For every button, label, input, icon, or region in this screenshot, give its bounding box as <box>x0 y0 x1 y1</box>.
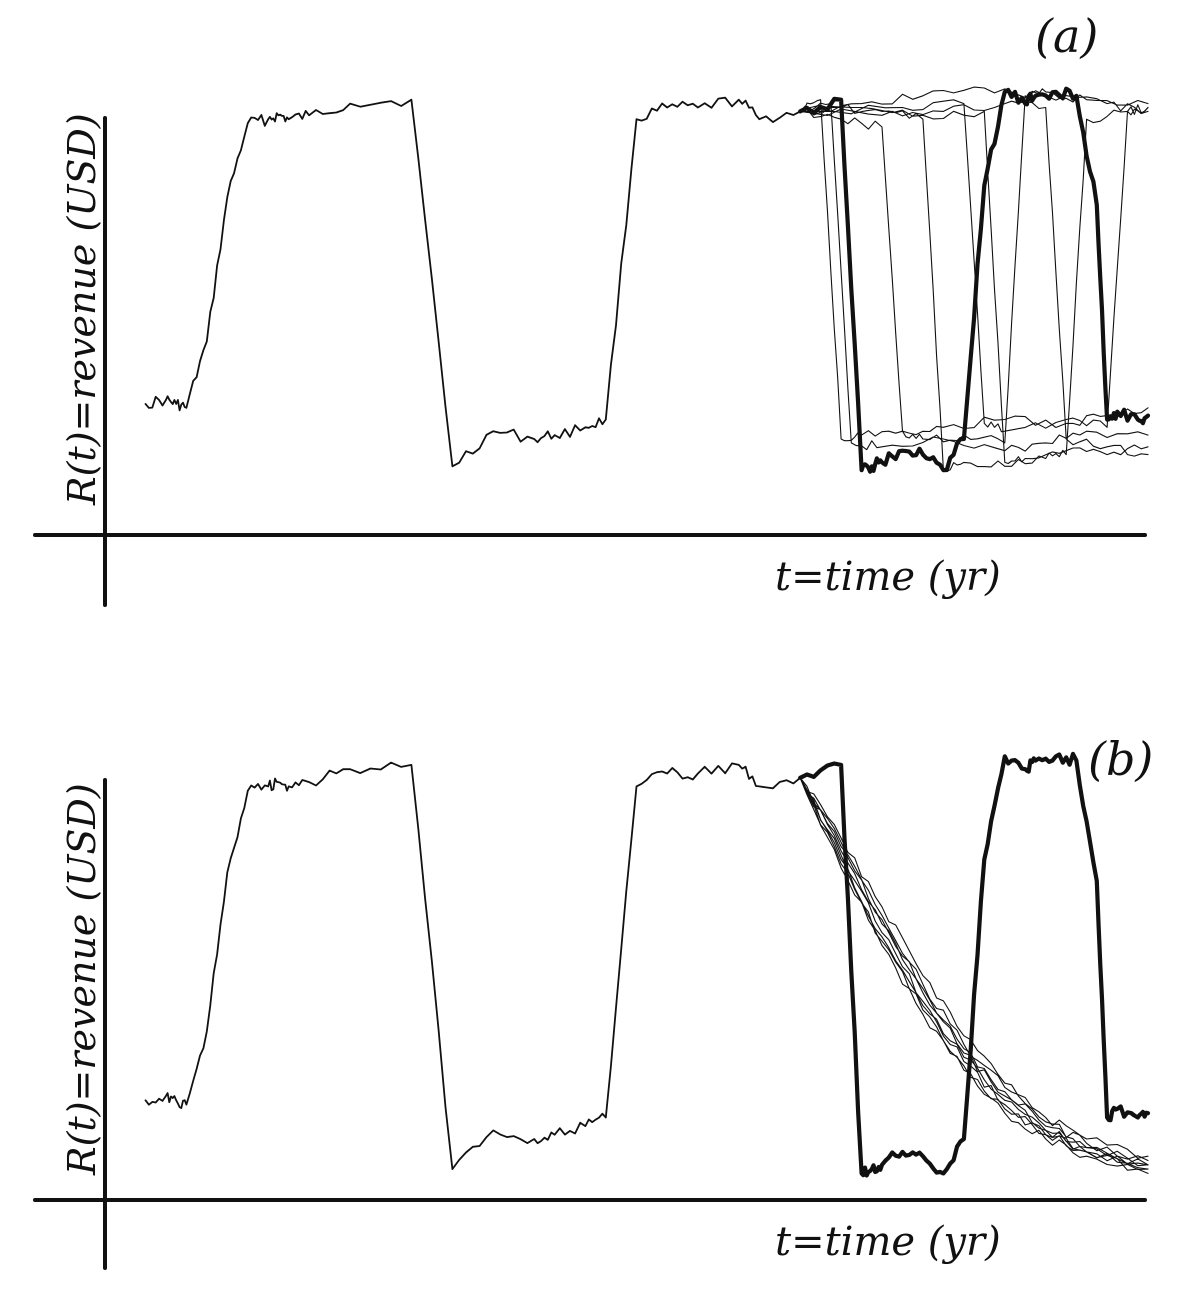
y-axis-label: R(t)=revenue (USD) <box>60 783 104 1176</box>
forecast-path-line <box>799 777 1149 1159</box>
panel-a: (a) t=time (yr) R(t)=revenue (USD) <box>33 9 1151 607</box>
y-axis-label: R(t)=revenue (USD) <box>60 113 104 506</box>
panel-label: (a) <box>1035 9 1098 63</box>
history-line <box>144 761 802 1170</box>
forecast-path-line <box>799 99 1149 433</box>
series-layer <box>144 86 1151 474</box>
realized-line <box>798 86 1151 474</box>
forecast-path-line <box>799 86 1149 115</box>
series-layer <box>144 751 1151 1178</box>
x-axis-label: t=time (yr) <box>775 554 1001 600</box>
forecast-path-line <box>799 99 1149 442</box>
forecast-path-line <box>799 777 1149 1170</box>
panel-label: (b) <box>1088 732 1153 786</box>
forecast-path-line <box>799 777 1149 1167</box>
forecast-path-line <box>799 777 1149 1166</box>
forecast-path-line <box>799 777 1149 1166</box>
forecast-path-line <box>799 777 1149 1162</box>
realized-line <box>798 751 1151 1178</box>
forecast-path-line <box>799 105 1149 465</box>
forecast-path-line <box>799 102 1149 452</box>
panel-b: (b) t=time (yr) R(t)=revenue (USD) <box>33 732 1153 1270</box>
forecast-path-line <box>799 777 1149 1171</box>
history-line <box>144 96 802 468</box>
x-axis-label: t=time (yr) <box>775 1219 1001 1265</box>
